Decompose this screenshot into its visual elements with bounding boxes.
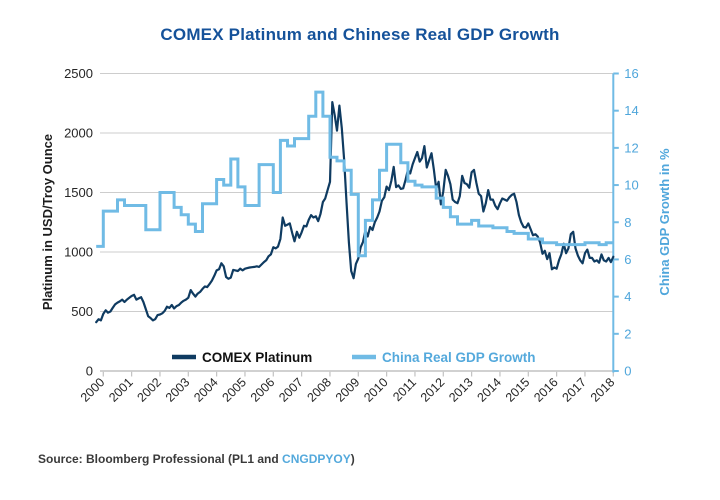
gdp-series-step-line [96,90,614,258]
left-axis-title: Platinum in USD/Troy Ounce [40,134,55,310]
gridlines [100,73,614,312]
x-tick-label: 2002 [135,375,165,405]
right-tick-label: 10 [624,178,638,193]
x-tick-label: 2018 [588,375,618,405]
source-line: Source: Bloomberg Professional (PL1 and … [38,452,355,466]
x-tick-label: 2008 [305,375,335,405]
right-axis-title: China GDP Growth in % [657,148,672,296]
x-tick-label: 2010 [361,375,391,405]
right-tick-label: 2 [624,326,631,341]
x-tick-label: 2016 [531,375,561,405]
legend-label-gdp: China Real GDP Growth [382,350,536,365]
left-tick-label: 500 [71,304,93,319]
right-tick-label: 8 [624,215,631,230]
x-tick-label: 2000 [78,375,108,405]
right-tick-label: 14 [624,103,638,118]
platinum-series-line [95,101,615,324]
source-suffix: ) [350,452,355,466]
x-tick-label: 2004 [191,375,221,405]
x-tick-label: 2015 [503,375,533,405]
x-tick-label: 2007 [276,375,306,405]
x-tick-label: 2011 [390,375,419,404]
x-tick-label: 2003 [163,375,193,405]
left-tick-label: 1500 [64,185,93,200]
left-tick-label: 2000 [64,126,93,141]
x-tick-label: 2012 [418,375,448,405]
right-tick-label: 16 [624,66,638,81]
x-tick-label: 2006 [248,375,278,405]
legend-label-platinum: COMEX Platinum [202,350,312,365]
x-tick-label: 2001 [106,375,136,405]
right-tick-label: 4 [624,289,631,304]
source-ticker: CNGDPYOY [282,452,351,466]
right-tick-label: 0 [624,364,631,379]
legend: COMEX Platinum China Real GDP Growth [172,350,536,365]
right-tick-label: 12 [624,140,638,155]
right-tick-label: 6 [624,252,631,267]
page-title: COMEX Platinum and Chinese Real GDP Grow… [160,25,560,44]
right-axis: 0 2 4 6 8 10 12 14 16 [612,66,639,379]
x-tick-label: 2005 [220,375,250,405]
source-prefix: Source: Bloomberg Professional (PL1 and [38,452,283,466]
left-tick-label: 1000 [64,245,93,260]
x-tick-label: 2017 [560,375,590,405]
left-axis-tick-labels: 0 500 1000 1500 2000 2500 [64,66,93,379]
x-tick-label: 2009 [333,375,363,405]
x-axis: 2000200120022003200420052006200720082009… [78,370,618,405]
x-tick-label: 2013 [446,375,476,405]
x-tick-label: 2014 [475,375,505,405]
left-tick-label: 0 [86,364,93,379]
left-tick-label: 2500 [64,66,93,81]
